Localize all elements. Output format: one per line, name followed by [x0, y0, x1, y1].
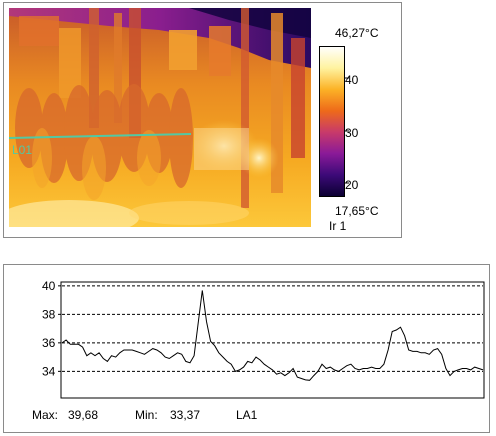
y-tick-label: 40: [42, 279, 56, 293]
max-temperature: 46,27°C: [335, 26, 379, 40]
y-tick-label: 34: [42, 364, 56, 378]
line-label: L01: [12, 143, 32, 157]
y-tick-label: 36: [42, 336, 56, 350]
scale-tick-label: 30: [345, 126, 359, 140]
image-name: Ir 1: [329, 219, 347, 233]
measurement-line[interactable]: [9, 133, 192, 139]
line-profile-chart[interactable]: 40 38 36 34: [4, 265, 489, 432]
scale-tick-label: 20: [345, 178, 359, 192]
color-scale-bar: [319, 46, 349, 197]
line-name: LA1: [236, 408, 258, 422]
min-temperature: 17,65°C: [335, 204, 379, 218]
scale-tick-label: 40: [345, 73, 359, 87]
line-profile-panel: 40 38 36 34: [3, 264, 490, 433]
y-tick-label: 38: [42, 307, 56, 321]
thermal-image[interactable]: L01: [9, 8, 311, 227]
min-value: 33,37: [170, 408, 201, 422]
min-label: Min:: [135, 408, 158, 422]
max-value: 39,68: [68, 408, 99, 422]
profile-series-line: [61, 290, 484, 381]
max-label: Max:: [32, 408, 59, 422]
thermal-image-panel: L01 46,27°C 40 30 20 17,65°C Ir 1: [3, 2, 402, 238]
